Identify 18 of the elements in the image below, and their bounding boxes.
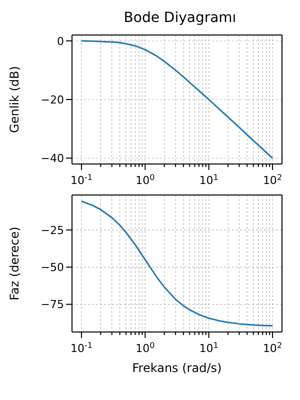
y-tick-label: −25 [40, 224, 64, 237]
x-tick-label: 10$^{1}$ [199, 172, 218, 187]
x-tick-label: 10$^{0}$ [136, 340, 155, 355]
x-tick-label: 10$^{-1}$ [70, 172, 92, 187]
x-axis-title: Frekans (rad/s) [132, 361, 222, 375]
y-axis-title: Faz (derece) [7, 226, 22, 300]
chart-title: Bode Diyagramı [122, 9, 238, 28]
y-tick-label: −40 [40, 152, 64, 166]
x-tick-label: 10$^{-1}$ [70, 340, 92, 355]
y-tick-label: −50 [40, 261, 64, 274]
x-tick-label: 10$^{0}$ [136, 172, 155, 187]
y-tick-label: 0 [57, 34, 64, 48]
y-tick-label: −75 [40, 298, 64, 312]
x-tick-label: 10$^{2}$ [262, 172, 282, 187]
y-axis-title: Genlik (dB) [7, 66, 22, 133]
y-tick-label: −20 [40, 93, 64, 106]
x-tick-label: 10$^{2}$ [262, 340, 282, 355]
x-tick-label: 10$^{1}$ [199, 340, 218, 355]
